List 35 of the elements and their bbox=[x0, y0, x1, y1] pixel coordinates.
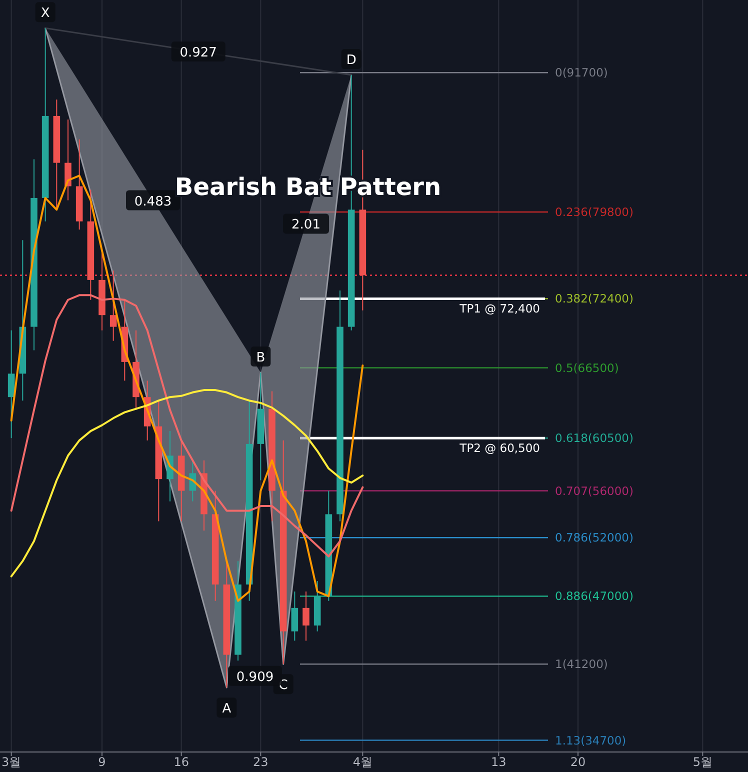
x-tick-label: 23 bbox=[253, 755, 268, 769]
annotation: A bbox=[216, 698, 237, 718]
annotation: X bbox=[40, 6, 50, 22]
annotation: D bbox=[341, 48, 362, 69]
annotation: 0.927 bbox=[180, 46, 217, 61]
x-tick-label: 16 bbox=[174, 755, 189, 769]
ref-line-label: TP2 @ 60,500 bbox=[458, 441, 540, 456]
annotation: B bbox=[256, 350, 266, 366]
annotation: 2.01 bbox=[283, 214, 329, 234]
annotation: B bbox=[250, 346, 271, 366]
ref-line-label: 1(41200) bbox=[555, 657, 608, 672]
ref-line-label: 1.13(34700) bbox=[555, 733, 626, 748]
x-tick-label: 13 bbox=[491, 755, 506, 769]
annotation: 0.909 bbox=[236, 670, 274, 685]
ref-line-label: 0.5(66500) bbox=[555, 360, 619, 375]
ref-line-label: 0.382(72400) bbox=[555, 292, 634, 306]
x-tick-label: 4월 bbox=[352, 755, 372, 769]
x-tick-label: 3월 bbox=[2, 755, 22, 769]
annotation: 0.483 bbox=[134, 194, 172, 210]
x-tick-label: 5월 bbox=[692, 755, 712, 769]
ref-line-label: 0.886(47000) bbox=[555, 589, 634, 604]
ref-line-label: 0(91700) bbox=[555, 66, 608, 80]
ref-line-label: 0.236(79800) bbox=[555, 205, 634, 220]
annotation: X bbox=[35, 2, 56, 22]
annotation: 2.01 bbox=[292, 218, 320, 233]
ref-line-label: 0.618(60500) bbox=[555, 431, 634, 446]
ref-line-label: 0.707(56000) bbox=[555, 484, 634, 498]
x-tick-label: 20 bbox=[570, 755, 586, 769]
ref-line-label: TP1 @ 72,400 bbox=[458, 302, 540, 316]
annotation: D bbox=[346, 52, 356, 68]
annotation: 0.909 bbox=[228, 666, 282, 686]
x-tick-label: 9 bbox=[98, 755, 106, 769]
annotation: A bbox=[222, 702, 232, 717]
annotation: 0.927 bbox=[171, 42, 226, 62]
ref-line-label: 0.786(52000) bbox=[555, 530, 634, 545]
